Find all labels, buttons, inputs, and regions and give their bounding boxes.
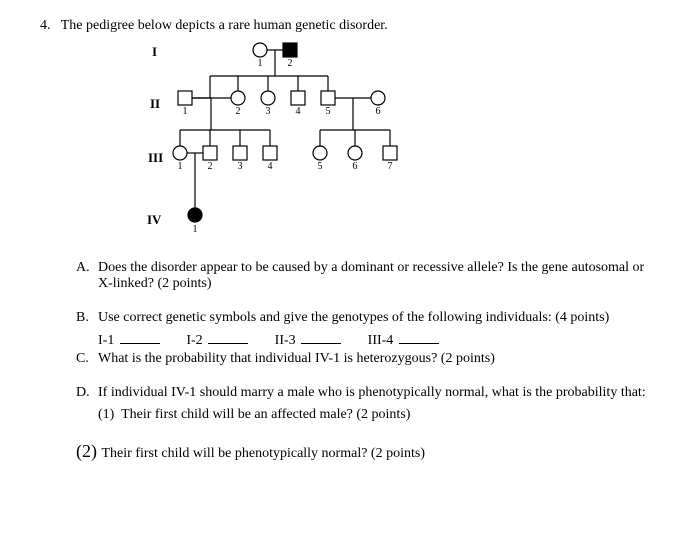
num-III6: 6: [349, 161, 361, 172]
subB-i2: I-2: [186, 333, 202, 348]
num-I2: 2: [284, 58, 296, 69]
blank-i4[interactable]: [399, 332, 439, 344]
subD2-text: Their first child will be phenotypically…: [102, 446, 425, 461]
subC-text: What is the probability that individual …: [98, 351, 660, 367]
num-I1: 1: [254, 58, 266, 69]
subB-i4: III-4: [368, 333, 394, 348]
subD-part1: (1) Their first child will be an affecte…: [98, 407, 660, 423]
sub-question-C: C. What is the probability that individu…: [76, 351, 660, 367]
num-III2: 2: [204, 161, 216, 172]
subD1-label: (1): [98, 407, 114, 422]
num-II6: 6: [372, 106, 384, 117]
subB-text: Use correct genetic symbols and give the…: [98, 310, 660, 326]
subC-label: C.: [76, 351, 98, 367]
num-II3: 3: [262, 106, 274, 117]
blank-i2[interactable]: [208, 332, 248, 344]
subD-text: If individual IV-1 should marry a male w…: [98, 385, 646, 400]
subD-part2: (2) Their first child will be phenotypic…: [76, 441, 660, 462]
blank-i1[interactable]: [120, 332, 160, 344]
num-III3: 3: [234, 161, 246, 172]
question-prompt: The pedigree below depicts a rare human …: [61, 18, 388, 33]
num-II2: 2: [232, 106, 244, 117]
num-II1: 1: [179, 106, 191, 117]
subA-label: A.: [76, 260, 98, 292]
subD2-label: (2): [76, 441, 97, 461]
subB-i3: II-3: [275, 333, 296, 348]
sub-question-B: B. Use correct genetic symbols and give …: [76, 310, 660, 326]
pedigree-svg: [110, 38, 470, 248]
question-header: 4. The pedigree below depicts a rare hum…: [40, 18, 660, 34]
subB-label: B.: [76, 310, 98, 326]
subB-i1: I-1: [98, 333, 114, 348]
num-III4: 4: [264, 161, 276, 172]
num-II4: 4: [292, 106, 304, 117]
num-III5: 5: [314, 161, 326, 172]
num-II5: 5: [322, 106, 334, 117]
blank-i3[interactable]: [301, 332, 341, 344]
num-IV1: 1: [189, 224, 201, 235]
subD1-text: Their first child will be an affected ma…: [121, 407, 410, 422]
subA-text: Does the disorder appear to be caused by…: [98, 260, 660, 292]
subD-label: D.: [76, 385, 98, 401]
question-number: 4.: [40, 18, 51, 33]
subB-blanks: I-1 I-2 II-3 III-4: [98, 332, 660, 349]
num-III7: 7: [384, 161, 396, 172]
num-III1: 1: [174, 161, 186, 172]
pedigree-diagram: I II III IV: [110, 38, 470, 248]
sub-question-A: A. Does the disorder appear to be caused…: [76, 260, 660, 292]
sub-question-D: D. If individual IV-1 should marry a mal…: [76, 385, 660, 401]
